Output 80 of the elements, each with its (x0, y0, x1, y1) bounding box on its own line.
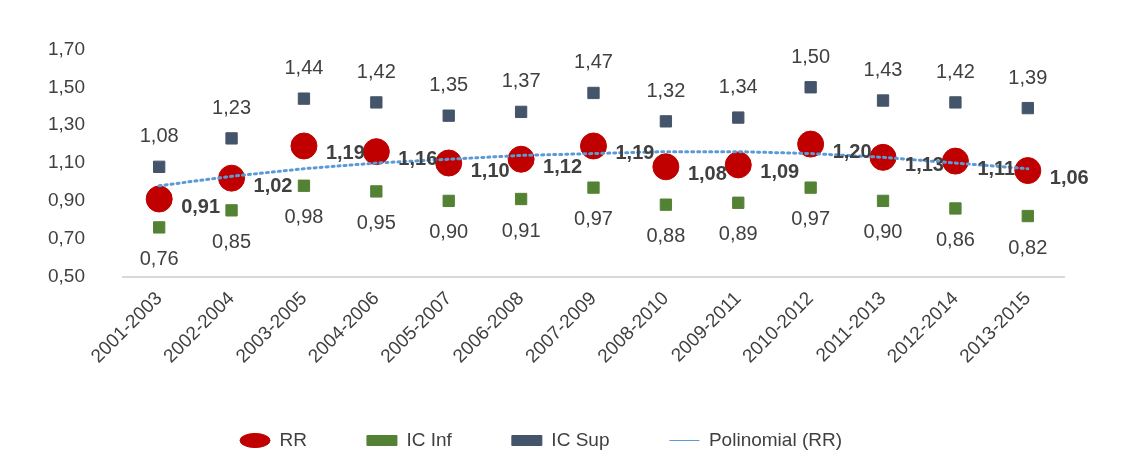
point (804, 181, 817, 194)
y-tick-label: 1,70 (48, 37, 85, 59)
point (949, 96, 962, 109)
point (370, 96, 383, 109)
data-label: 1,12 (543, 154, 583, 177)
data-label: 1,32 (646, 78, 686, 101)
point (1014, 157, 1042, 185)
data-label: 0,90 (429, 220, 469, 243)
point (579, 132, 607, 160)
point (652, 153, 680, 181)
data-label: 1,50 (791, 44, 831, 67)
point (1021, 209, 1034, 223)
data-label: 1,08 (139, 124, 179, 147)
data-label: 1,35 (429, 73, 469, 96)
data-label: 1,34 (718, 75, 758, 98)
legend-label: IC Sup (551, 428, 610, 450)
data-label: 1,19 (325, 141, 365, 164)
data-label: 0,86 (935, 227, 975, 250)
point (145, 185, 173, 213)
data-label: 0,89 (718, 222, 758, 245)
data-label: 1,23 (212, 95, 252, 118)
point (587, 181, 600, 194)
data-label: 1,02 (253, 173, 293, 196)
point (290, 132, 318, 160)
data-label: 0,97 (574, 207, 613, 230)
point (732, 111, 745, 124)
point (804, 81, 817, 94)
y-tick-label: 1,10 (48, 151, 85, 173)
point (153, 160, 166, 173)
data-label: 0,82 (1008, 235, 1048, 258)
y-tick-label: 1,50 (48, 75, 85, 97)
data-label: 1,10 (470, 158, 510, 181)
point (225, 204, 238, 217)
point (949, 202, 962, 215)
point (442, 109, 455, 122)
legend-label: RR (279, 428, 307, 450)
data-label: 0,90 (863, 220, 903, 243)
point (435, 149, 463, 177)
data-label: 1,44 (284, 56, 324, 79)
legend-label: Polinomial (RR) (708, 428, 842, 450)
point (507, 145, 535, 173)
y-tick-label: 0,50 (48, 264, 85, 286)
data-label: 1,43 (863, 58, 903, 81)
data-label: 0,91 (501, 218, 541, 241)
point (659, 115, 673, 128)
data-label: 1,42 (935, 59, 975, 82)
data-label: 0,88 (646, 224, 686, 247)
point (297, 179, 311, 192)
point (797, 130, 825, 158)
point (514, 192, 528, 206)
data-label: 0,97 (791, 207, 831, 230)
data-label: 0,85 (212, 229, 252, 252)
point (153, 221, 166, 234)
y-tick-label: 0,90 (48, 189, 85, 211)
data-label: 1,47 (574, 50, 613, 73)
y-tick-label: 0,70 (48, 226, 85, 248)
data-label: 0,91 (181, 194, 221, 217)
data-label: 1,06 (1049, 166, 1089, 189)
data-label: 1,42 (356, 59, 396, 82)
data-label: 1,09 (760, 160, 800, 183)
data-label: 1,37 (501, 69, 541, 92)
point (1021, 101, 1034, 115)
data-label: 1,39 (1008, 65, 1048, 88)
data-label: 1,08 (687, 162, 727, 185)
point (587, 86, 600, 100)
point (876, 94, 890, 107)
point (297, 92, 311, 105)
point (442, 194, 455, 208)
point (659, 198, 673, 211)
point (732, 196, 745, 209)
y-tick-label: 1,30 (48, 113, 85, 135)
point (370, 185, 383, 198)
data-label: 0,98 (284, 205, 324, 228)
legend-label: IC Inf (406, 428, 453, 450)
data-label: 0,95 (356, 210, 396, 233)
point (514, 105, 528, 119)
data-label: 0,76 (139, 246, 179, 269)
point (876, 194, 890, 208)
point (225, 132, 238, 145)
point (362, 138, 390, 166)
